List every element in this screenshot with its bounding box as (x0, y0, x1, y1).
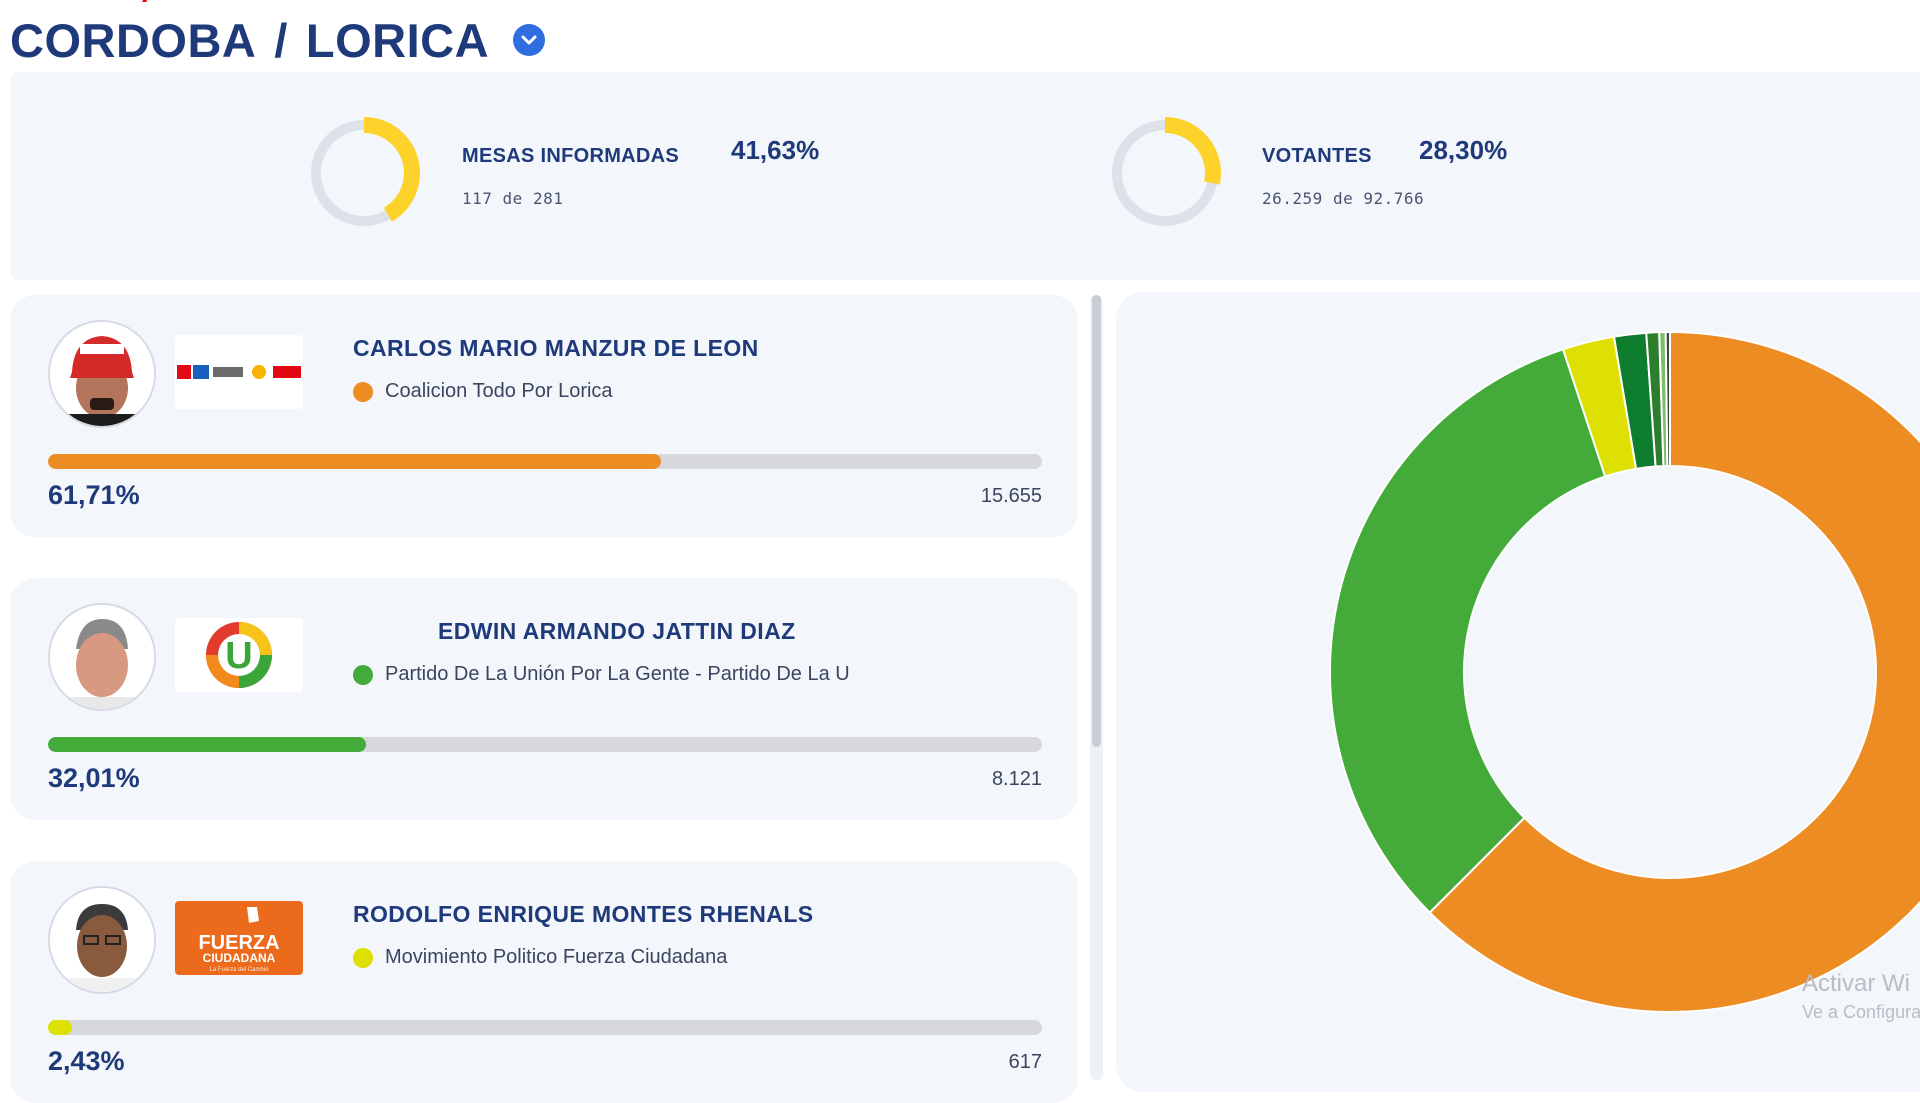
donut-slice[interactable] (1428, 330, 1920, 1013)
mesas-count: 117 de 281 (462, 189, 563, 208)
results-chart-panel (1116, 292, 1920, 1092)
vote-share-bar (48, 454, 1042, 469)
mesas-stat: MESAS INFORMADAS 41,63% 117 de 281 (308, 117, 868, 237)
stats-panel: MESAS INFORMADAS 41,63% 117 de 281 VOTAN… (10, 72, 1920, 280)
ciudadana-text: CIUDADANA (203, 951, 276, 965)
party-color-dot (353, 664, 373, 685)
party-name: Movimiento Politico Fuerza Ciudadana (385, 946, 728, 968)
u-letter: U (225, 635, 252, 677)
header-accent-mark (128, 0, 150, 2)
party-label: Partido De La Unión Por La Gente - Parti… (353, 663, 850, 686)
coalition-logos (175, 335, 303, 409)
votantes-total: 92.766 (1363, 189, 1425, 208)
candidate-name: RODOLFO ENRIQUE MONTES RHENALS (353, 901, 814, 927)
fuerza-text: FUERZA (198, 932, 279, 954)
mesas-label: MESAS INFORMADAS (462, 145, 680, 167)
scrollbar-thumb[interactable] (1092, 295, 1101, 747)
results-scrollbar[interactable] (1090, 295, 1103, 1080)
vote-share-fill (48, 737, 367, 752)
vote-percent: 61,71% (48, 480, 140, 510)
votantes-de: de (1332, 189, 1354, 208)
vote-share-fill (48, 1020, 73, 1035)
mesas-total: 281 (532, 189, 564, 208)
partido-u-logo: U (175, 618, 303, 692)
candidate-card[interactable]: U EDWIN ARMANDO JATTIN DIAZ Partido De L… (10, 578, 1078, 820)
vote-share-bar (48, 737, 1042, 752)
votantes-stat: VOTANTES 28,30% 26.259 de 92.766 (1109, 117, 1669, 237)
page-title: CORDOBA / LORICA (10, 10, 546, 70)
vote-percent: 32,01% (48, 763, 140, 793)
municipality-name: LORICA (305, 13, 490, 67)
vote-count: 15.655 (980, 485, 1042, 507)
vote-percent: 2,43% (48, 1046, 125, 1076)
vote-share-bar (48, 1020, 1042, 1035)
title-separator: / (274, 13, 288, 67)
mesas-percent: 41,63% (731, 135, 820, 165)
party-color-dot (353, 381, 373, 402)
candidate-name: CARLOS MARIO MANZUR DE LEON (353, 335, 759, 361)
party-label: Coalicion Todo Por Lorica (353, 380, 613, 403)
candidate-avatar (48, 320, 156, 428)
vote-count: 8.121 (991, 768, 1042, 790)
mesas-progress-ring (308, 117, 420, 229)
department-name: CORDOBA (10, 13, 257, 67)
donut-slice[interactable] (1664, 330, 1671, 468)
results-donut-chart (1329, 330, 1920, 1013)
windows-activation-watermark: Activar Wi Ve a Configura (1802, 970, 1920, 1023)
candidate-name: EDWIN ARMANDO JATTIN DIAZ (438, 618, 796, 644)
mesas-reported: 117 (462, 189, 493, 208)
chevron-down-icon[interactable] (513, 24, 546, 56)
votantes-label: VOTANTES (1262, 145, 1372, 167)
party-color-dot (353, 947, 373, 968)
candidate-card[interactable]: CARLOS MARIO MANZUR DE LEON Coalicion To… (10, 295, 1078, 537)
fuerza-ciudadana-logo: FUERZA CIUDADANA La Fuerza del Cambio (175, 901, 303, 975)
votantes-count: 26.259 de 92.766 (1262, 189, 1424, 208)
donut-slice[interactable] (1329, 347, 1607, 914)
votantes-progress-ring (1109, 117, 1221, 229)
party-name: Coalicion Todo Por Lorica (385, 380, 613, 402)
candidate-card[interactable]: FUERZA CIUDADANA La Fuerza del Cambio RO… (10, 861, 1078, 1103)
watermark-line-1: Activar Wi (1802, 970, 1910, 997)
party-name: Partido De La Unión Por La Gente - Parti… (385, 663, 850, 685)
watermark-line-2: Ve a Configura (1802, 1002, 1920, 1022)
fuerza-tagline: La Fuerza del Cambio (209, 967, 269, 973)
candidate-avatar (48, 603, 156, 711)
candidate-avatar (48, 886, 156, 994)
vote-share-fill (48, 454, 662, 469)
mesas-de: de (502, 189, 523, 208)
votantes-reported: 26.259 (1262, 189, 1323, 208)
party-label: Movimiento Politico Fuerza Ciudadana (353, 946, 727, 969)
votantes-percent: 28,30% (1419, 135, 1508, 165)
vote-count: 617 (1008, 1051, 1042, 1073)
